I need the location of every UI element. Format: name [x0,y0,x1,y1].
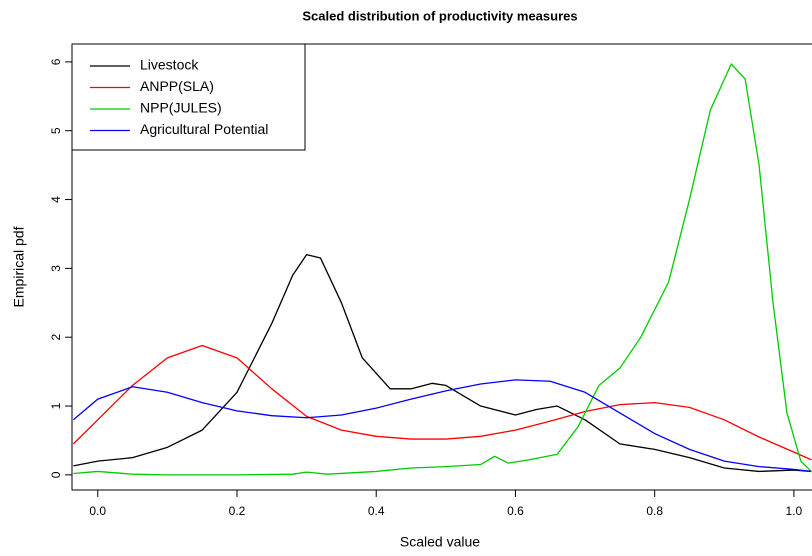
y-tick-label: 4 [49,196,63,203]
legend-box [71,43,306,151]
series-line [72,344,812,461]
plot-area [72,63,812,476]
x-tick-label: 0.8 [646,504,663,518]
x-tick-label: 0.4 [368,504,385,518]
plot-frame [71,43,812,491]
x-tick-label: 0.6 [507,504,524,518]
series-line [73,253,812,473]
legend-label: Agricultural Potential [140,121,268,137]
legend-label: ANPP(SLA) [140,78,214,94]
y-tick-label: 6 [49,58,63,65]
x-tick-label: 0.2 [229,504,246,518]
y-tick-label: 2 [49,334,63,341]
y-axis-label: Empirical pdf [11,226,27,307]
x-tick-label: 1.0 [786,504,803,518]
x-tick-label: 0.0 [89,504,106,518]
series-line [72,379,812,473]
legend-label: NPP(JULES) [140,100,222,116]
y-tick-label: 5 [49,127,63,134]
y-tick-label: 3 [49,265,63,272]
x-axis-label: Scaled value [400,534,480,550]
chart-title: Scaled distribution of productivity meas… [302,8,577,23]
series-line [73,63,812,476]
legend-label: Livestock [140,57,199,73]
y-tick-label: 0 [49,471,63,478]
y-tick-label: 1 [49,402,63,409]
